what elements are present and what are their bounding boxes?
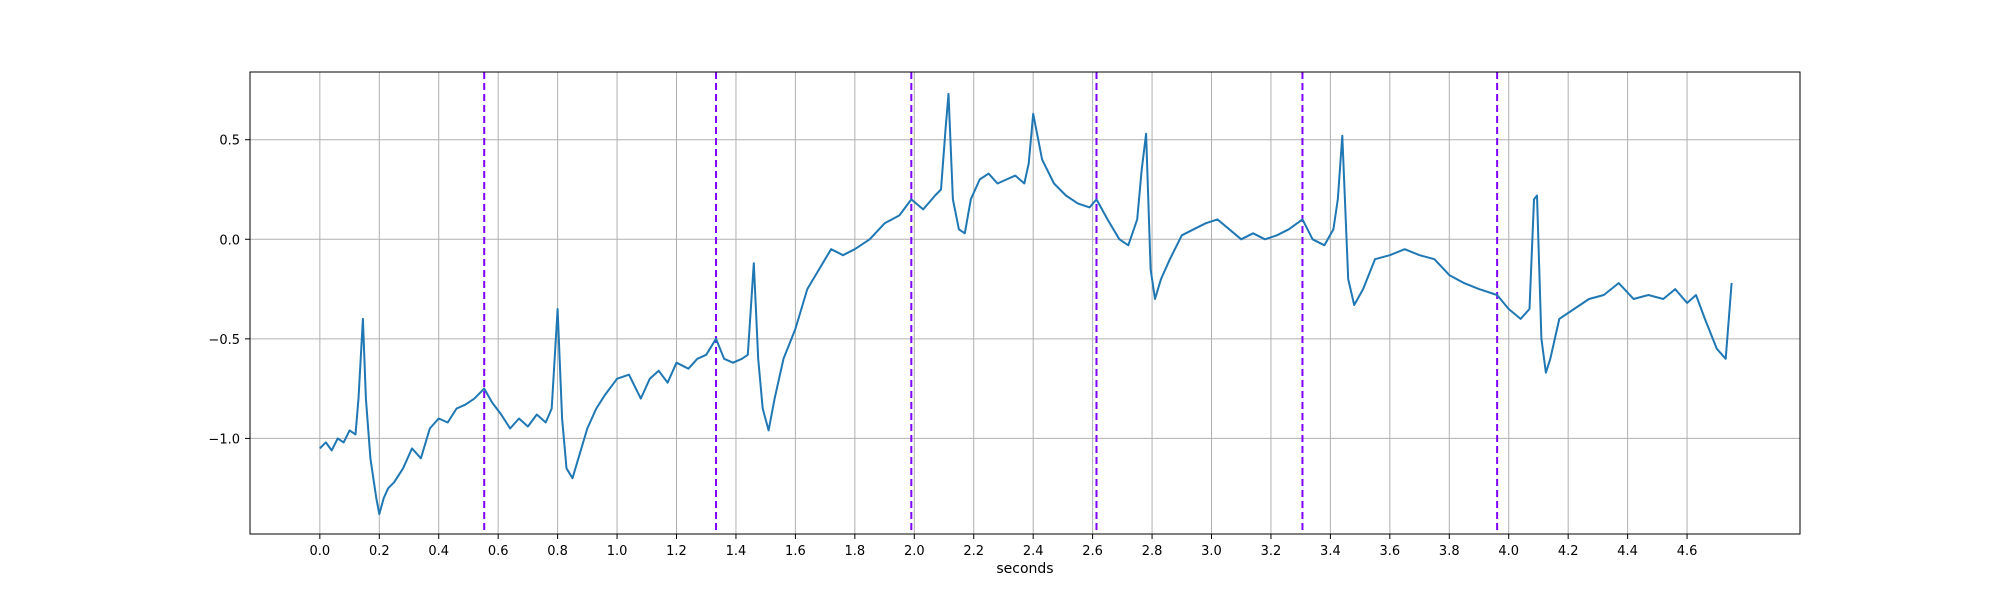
x-tick-label: 2.0 [904,544,925,559]
x-tick-label: 0.8 [547,544,568,559]
x-tick-label: 3.4 [1320,544,1341,559]
x-tick-label: 2.8 [1142,544,1163,559]
y-tick-label: 0.0 [219,233,240,248]
x-tick-label: 1.0 [607,544,628,559]
horizontal-gridlines [250,139,1800,439]
x-tick-label: 3.6 [1379,544,1400,559]
x-axis-label: seconds [996,561,1053,577]
x-tick-label: 3.0 [1201,544,1222,559]
x-tick-label: 0.4 [428,544,449,559]
x-tick-label: 2.6 [1082,544,1103,559]
x-tick-label: 4.2 [1558,544,1579,559]
x-tick-label: 3.8 [1439,544,1460,559]
x-tick-label: 2.2 [963,544,984,559]
x-tick-label: 0.6 [488,544,509,559]
x-tick-label: 1.8 [844,544,865,559]
y-tick-label: 0.5 [219,134,240,149]
x-tick-label: 1.2 [666,544,687,559]
x-tick-label: 1.6 [785,544,806,559]
x-tick-label: 2.4 [1023,544,1044,559]
y-tick-label: −0.5 [208,333,240,348]
x-tick-label: 4.0 [1498,544,1519,559]
x-axis-ticks: 0.0 0.2 0.4 0.6 0.8 1.0 1.2 1.4 1.6 1.8 2.0 2.2 2.4 2… [310,534,1698,559]
event-markers [483,72,1499,534]
x-tick-label: 0.2 [369,544,390,559]
plot-background [250,72,1800,534]
x-tick-label: 3.2 [1261,544,1282,559]
y-axis-ticks: −1.0 −0.5 0.0 0.5 [208,134,250,447]
x-tick-label: 1.4 [726,544,747,559]
plot-frame [249,71,1801,535]
signal-line [319,92,1733,516]
x-tick-label: 0.0 [310,544,331,559]
y-tick-label: −1.0 [208,432,240,447]
vertical-gridlines [319,72,1688,534]
x-tick-label: 4.4 [1617,544,1638,559]
x-tick-label: 4.6 [1677,544,1698,559]
